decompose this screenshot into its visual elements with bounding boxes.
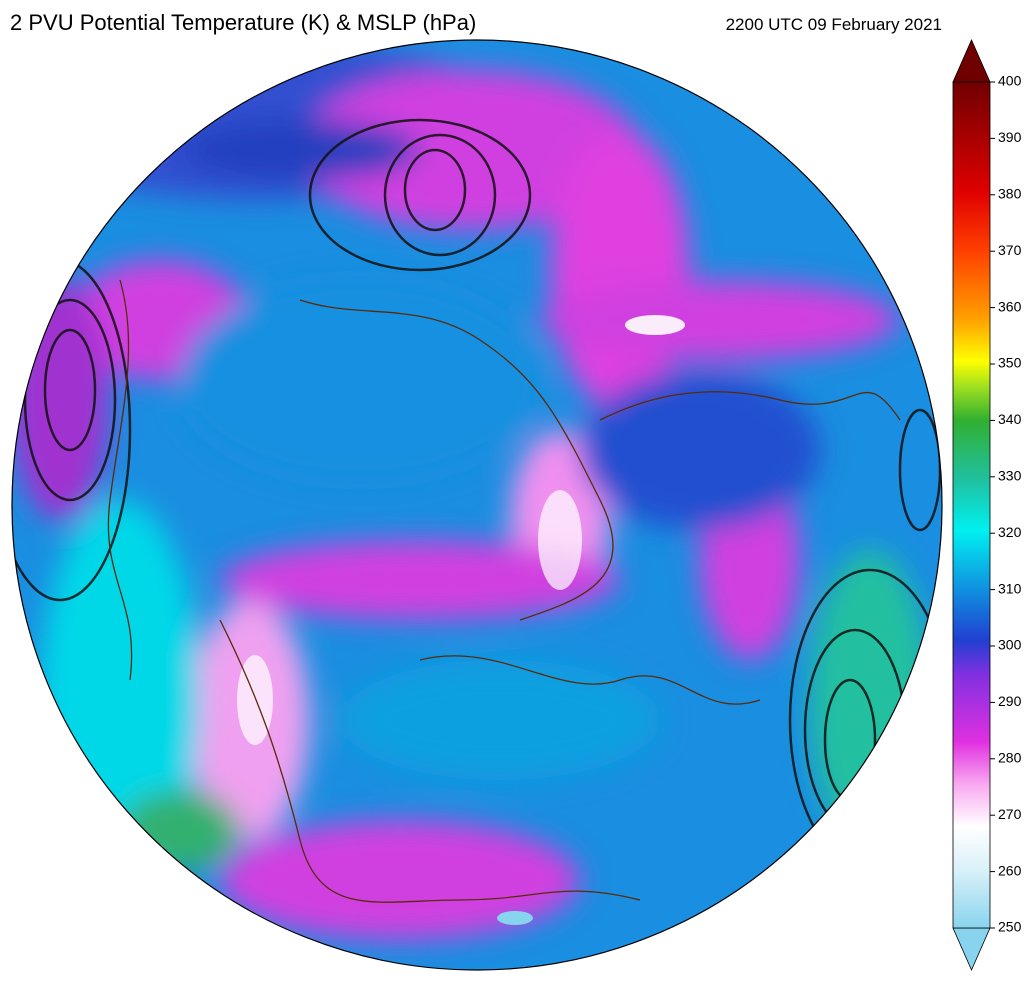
tick-label: 270 (998, 806, 1022, 822)
colorbar-ticks: 250 260 270 280 290 300 310 320 330 340 350 360 370 3… (990, 73, 1022, 935)
colorbar (952, 39, 991, 971)
tick-label: 280 (998, 750, 1022, 766)
tick-label: 370 (998, 242, 1022, 258)
tick-label: 250 (998, 919, 1022, 935)
tick-label: 330 (998, 468, 1022, 484)
tick-label: 300 (998, 637, 1022, 653)
tick-label: 290 (998, 693, 1022, 709)
tick-label: 340 (998, 411, 1022, 427)
tick-label: 360 (998, 298, 1022, 314)
tick-label: 320 (998, 524, 1022, 540)
tick-label: 350 (998, 355, 1022, 371)
tick-label: 400 (998, 73, 1022, 89)
tick-label: 310 (998, 580, 1022, 596)
tick-label: 380 (998, 186, 1022, 202)
tick-label: 260 (998, 862, 1022, 878)
tick-label: 390 (998, 129, 1022, 145)
timestamp: 2200 UTC 09 February 2021 (726, 15, 942, 34)
title: 2 PVU Potential Temperature (K) & MSLP (… (10, 10, 476, 35)
globe-outline (11, 39, 943, 971)
